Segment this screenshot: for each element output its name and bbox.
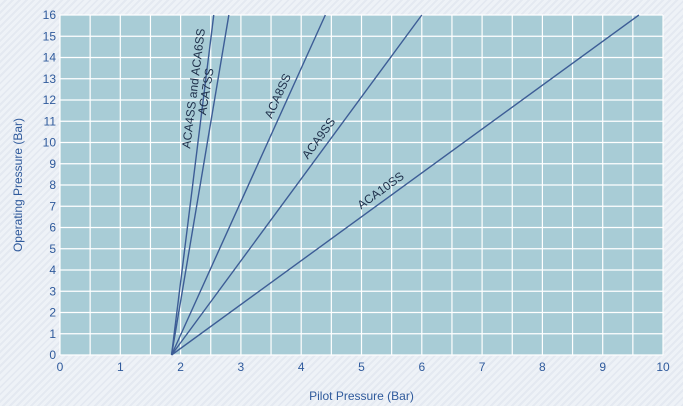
x-tick-label: 10	[656, 360, 670, 374]
y-tick-label: 3	[49, 284, 56, 298]
y-tick-label: 9	[49, 157, 56, 171]
series-line	[170, 14, 215, 356]
y-tick-label: 16	[43, 8, 57, 22]
series-line	[170, 14, 230, 356]
y-tick-label: 4	[49, 263, 56, 277]
y-tick-label: 5	[49, 242, 56, 256]
y-tick-label: 0	[49, 348, 56, 362]
y-tick-label: 1	[49, 327, 56, 341]
y-tick-label: 10	[43, 136, 57, 150]
y-tick-label: 12	[43, 93, 57, 107]
x-tick-label: 4	[298, 360, 305, 374]
x-tick-label: 0	[57, 360, 64, 374]
series-line	[170, 14, 423, 356]
series-lines	[170, 14, 640, 356]
x-tick-label: 1	[117, 360, 124, 374]
series-line	[171, 14, 640, 356]
grid	[59, 14, 664, 356]
y-tick-label: 8	[49, 178, 56, 192]
y-tick-label: 15	[43, 29, 57, 43]
y-tick-label: 6	[49, 221, 56, 235]
y-axis-label: Operating Pressure (Bar)	[11, 118, 25, 252]
x-tick-labels: 0 1 2 3 4 5 6 7 8 9 10	[57, 360, 670, 374]
x-tick-label: 2	[177, 360, 184, 374]
x-tick-label: 9	[599, 360, 606, 374]
y-tick-label: 7	[49, 199, 56, 213]
x-tick-label: 6	[418, 360, 425, 374]
x-tick-label: 7	[479, 360, 486, 374]
y-tick-label: 2	[49, 306, 56, 320]
series-line	[170, 14, 326, 356]
x-tick-label: 3	[238, 360, 245, 374]
y-tick-label: 14	[43, 51, 57, 65]
y-tick-label: 11	[44, 114, 57, 128]
x-tick-label: 5	[358, 360, 365, 374]
y-tick-label: 13	[43, 72, 57, 86]
x-axis-label: Pilot Pressure (Bar)	[309, 389, 414, 403]
x-tick-label: 8	[539, 360, 546, 374]
